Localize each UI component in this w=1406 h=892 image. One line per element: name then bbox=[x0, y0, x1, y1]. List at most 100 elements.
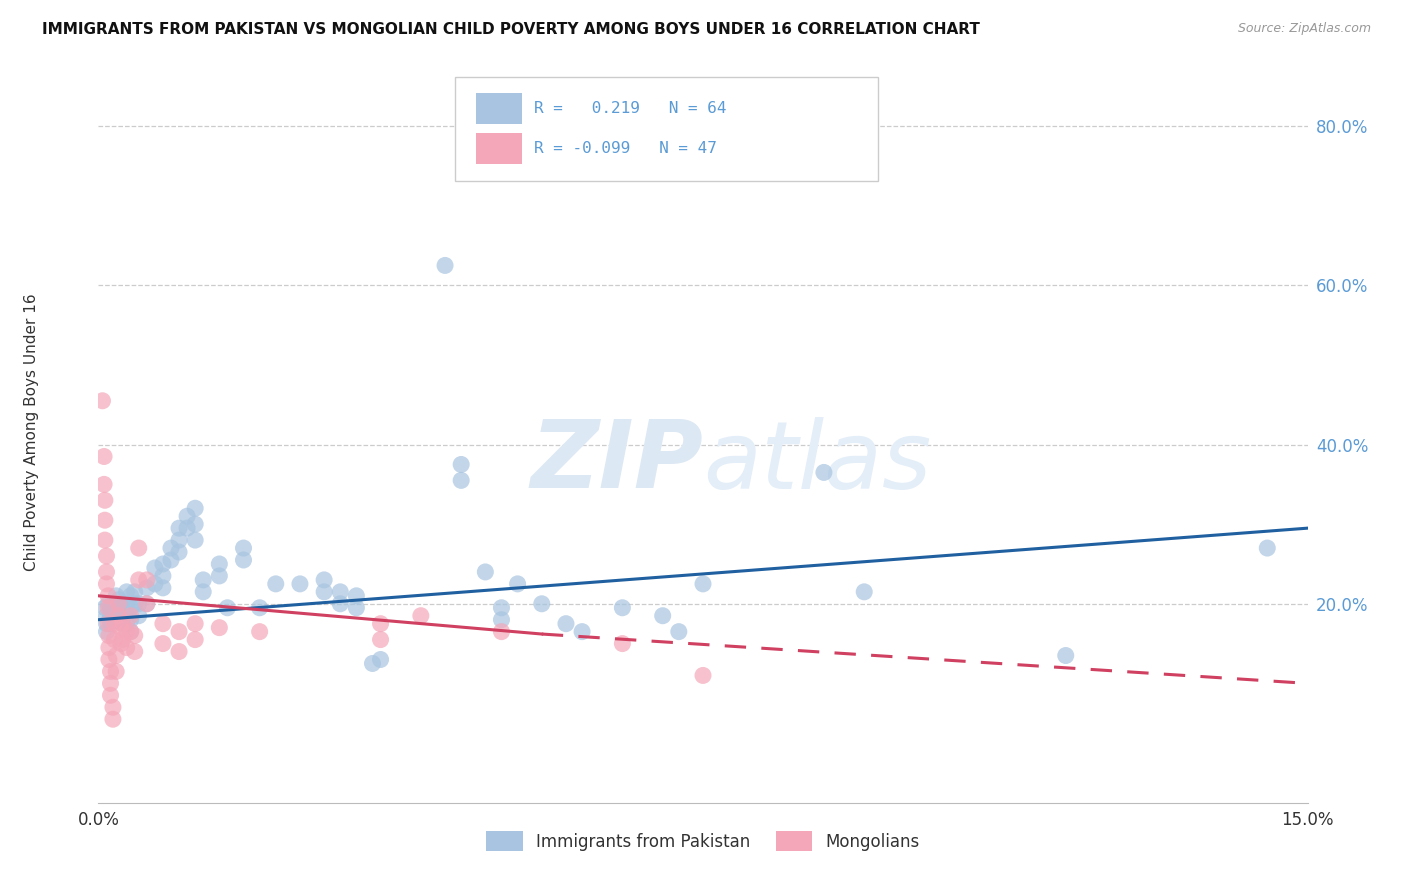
Point bbox=[97, 600, 120, 615]
Point bbox=[135, 573, 157, 587]
Point bbox=[97, 629, 120, 643]
Point bbox=[97, 640, 120, 655]
Point bbox=[152, 616, 174, 631]
Point bbox=[409, 608, 432, 623]
Point bbox=[167, 521, 190, 535]
Point bbox=[530, 597, 553, 611]
Point bbox=[314, 573, 336, 587]
Point bbox=[434, 259, 457, 273]
Point bbox=[105, 589, 128, 603]
Point bbox=[571, 624, 593, 639]
Point bbox=[152, 569, 174, 583]
Point bbox=[184, 533, 207, 547]
Point bbox=[651, 608, 673, 623]
Point bbox=[111, 600, 134, 615]
Point bbox=[135, 597, 157, 611]
Point bbox=[249, 624, 271, 639]
Point bbox=[193, 573, 215, 587]
Point bbox=[107, 608, 129, 623]
Point bbox=[97, 616, 120, 631]
Point bbox=[115, 584, 138, 599]
Point bbox=[103, 616, 125, 631]
Point bbox=[120, 624, 142, 639]
Point bbox=[103, 613, 125, 627]
FancyBboxPatch shape bbox=[456, 78, 879, 181]
Point bbox=[143, 561, 166, 575]
Point bbox=[370, 652, 392, 666]
Point bbox=[193, 584, 215, 599]
Point bbox=[249, 600, 271, 615]
Point bbox=[167, 624, 190, 639]
Point bbox=[94, 533, 117, 547]
Point bbox=[124, 644, 146, 658]
Point bbox=[491, 624, 513, 639]
Point bbox=[474, 565, 496, 579]
Point bbox=[1054, 648, 1077, 663]
Point bbox=[100, 600, 122, 615]
Point bbox=[103, 600, 125, 615]
Point bbox=[491, 600, 513, 615]
Point bbox=[344, 600, 367, 615]
Point bbox=[135, 581, 157, 595]
Point bbox=[105, 648, 128, 663]
Point bbox=[100, 608, 122, 623]
Point bbox=[120, 608, 142, 623]
Point bbox=[217, 600, 239, 615]
Text: Source: ZipAtlas.com: Source: ZipAtlas.com bbox=[1237, 22, 1371, 36]
Point bbox=[167, 533, 190, 547]
Point bbox=[668, 624, 690, 639]
Point bbox=[110, 621, 132, 635]
Text: R =   0.219   N = 64: R = 0.219 N = 64 bbox=[534, 101, 727, 116]
Point bbox=[176, 521, 198, 535]
Point bbox=[370, 616, 392, 631]
Point bbox=[103, 632, 125, 647]
Point bbox=[128, 573, 150, 587]
Point bbox=[329, 584, 352, 599]
Point bbox=[152, 637, 174, 651]
Text: atlas: atlas bbox=[703, 417, 931, 508]
Point bbox=[111, 616, 134, 631]
Point bbox=[128, 541, 150, 555]
Point bbox=[97, 589, 120, 603]
Point bbox=[111, 616, 134, 631]
Point bbox=[491, 613, 513, 627]
Point bbox=[612, 637, 634, 651]
Point bbox=[167, 545, 190, 559]
Point bbox=[361, 657, 384, 671]
Point bbox=[96, 624, 118, 639]
Point bbox=[176, 509, 198, 524]
Point bbox=[101, 712, 124, 726]
Text: Child Poverty Among Boys Under 16: Child Poverty Among Boys Under 16 bbox=[24, 293, 39, 572]
Point bbox=[853, 584, 876, 599]
Point bbox=[264, 577, 287, 591]
Point bbox=[128, 608, 150, 623]
Point bbox=[115, 640, 138, 655]
Point bbox=[450, 474, 472, 488]
Point bbox=[120, 613, 142, 627]
Text: IMMIGRANTS FROM PAKISTAN VS MONGOLIAN CHILD POVERTY AMONG BOYS UNDER 16 CORRELAT: IMMIGRANTS FROM PAKISTAN VS MONGOLIAN CH… bbox=[42, 22, 980, 37]
Point bbox=[107, 592, 129, 607]
Point bbox=[100, 689, 122, 703]
Point bbox=[450, 458, 472, 472]
Point bbox=[120, 589, 142, 603]
Point bbox=[506, 577, 529, 591]
Point bbox=[96, 577, 118, 591]
Point bbox=[111, 632, 134, 647]
Point bbox=[111, 608, 134, 623]
Point bbox=[115, 624, 138, 639]
Point bbox=[110, 597, 132, 611]
Point bbox=[96, 616, 118, 631]
Point bbox=[94, 513, 117, 527]
Point bbox=[152, 581, 174, 595]
Point bbox=[96, 608, 118, 623]
Point bbox=[160, 541, 183, 555]
Point bbox=[93, 477, 115, 491]
Point bbox=[184, 632, 207, 647]
Point bbox=[184, 517, 207, 532]
Point bbox=[370, 632, 392, 647]
Point bbox=[288, 577, 311, 591]
Point bbox=[555, 616, 578, 631]
Point bbox=[100, 665, 122, 679]
Point bbox=[1256, 541, 1278, 555]
Point bbox=[96, 565, 118, 579]
